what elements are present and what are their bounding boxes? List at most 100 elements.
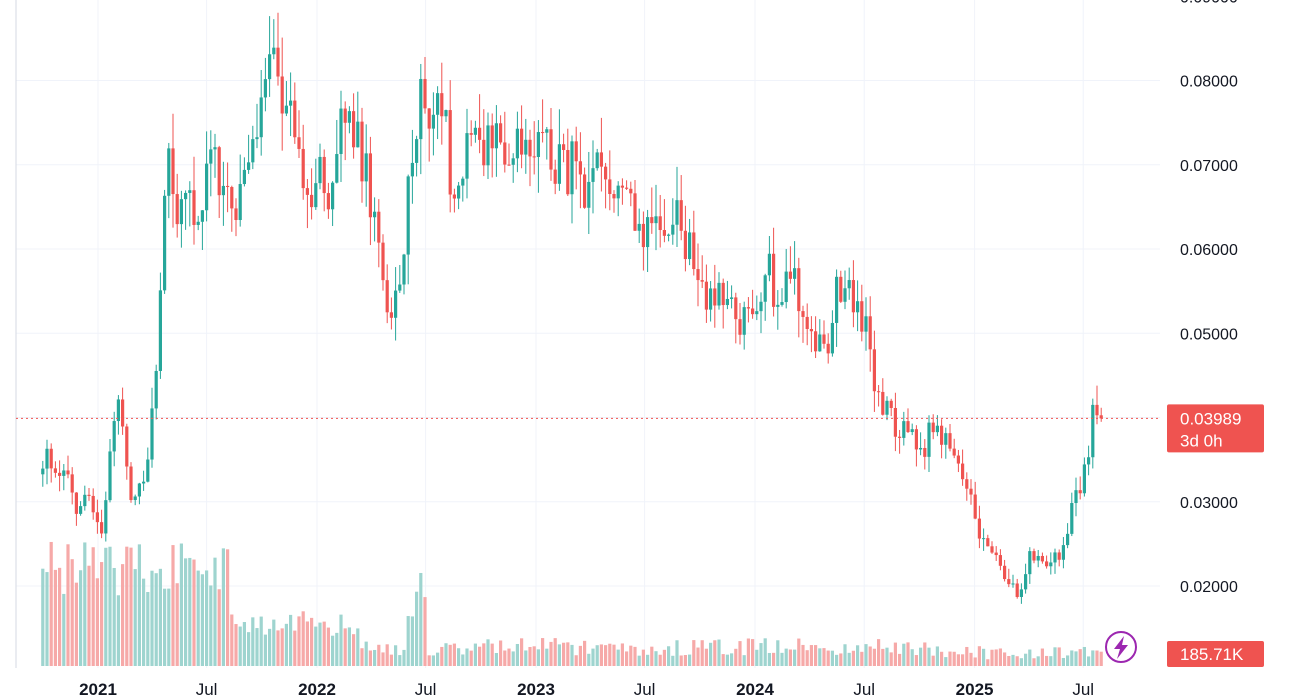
volume-bar: [914, 655, 918, 666]
volume-bar: [293, 630, 297, 666]
candle-body: [717, 282, 721, 306]
volume-bar: [448, 644, 452, 666]
volume-bar: [520, 638, 524, 666]
volume-bar: [679, 655, 683, 666]
candle-body: [566, 150, 570, 195]
candle-body: [856, 301, 860, 313]
candle-body: [45, 448, 49, 469]
volume-bar: [772, 652, 776, 666]
volume-bar: [452, 643, 456, 666]
candle-body: [650, 217, 654, 224]
time-axis[interactable]: 2021 Jul 2022 Jul 2023 Jul 2024 Jul 2025 Jul: [79, 680, 1094, 699]
candle-body: [994, 552, 998, 556]
volume-bar: [444, 643, 448, 666]
candle-body: [486, 125, 490, 166]
volume-bar: [221, 548, 225, 666]
volume-bar: [713, 640, 717, 666]
candle-body: [545, 129, 549, 133]
candle-body: [683, 230, 687, 260]
candle-body: [730, 297, 734, 299]
candle-body: [536, 132, 540, 157]
candle-body: [255, 137, 259, 140]
volume-bar: [503, 650, 507, 666]
candle-body: [263, 79, 267, 98]
volume-bar: [620, 643, 624, 666]
volume-bar: [494, 652, 498, 666]
volume-bar: [507, 648, 511, 666]
volume-bar: [410, 616, 414, 666]
volume-bar: [776, 640, 780, 666]
volume-bar: [982, 648, 986, 666]
volume-bar: [822, 648, 826, 666]
volume-bar: [121, 564, 125, 666]
volume-bar: [704, 648, 708, 666]
candle-body: [440, 93, 444, 117]
volume-bar: [1078, 649, 1082, 666]
candle-body: [893, 407, 897, 437]
candle-body: [284, 105, 288, 114]
volume-bar: [545, 648, 549, 666]
candle-body: [221, 185, 225, 196]
volume-bar: [595, 645, 599, 666]
candle-body: [154, 370, 158, 409]
volume-bar: [1011, 654, 1015, 666]
volume-bar: [528, 646, 532, 666]
y-tick-label: 0.09000: [1180, 0, 1238, 6]
volume-bar: [322, 621, 326, 666]
candle-body: [398, 284, 402, 291]
candle-body: [898, 436, 902, 438]
volume-bar: [360, 648, 364, 666]
candle-body: [902, 421, 906, 438]
candle-body: [671, 224, 675, 235]
volume-bar: [284, 623, 288, 666]
volume-bar: [482, 643, 486, 666]
candle-body: [242, 169, 246, 185]
volume-bar: [734, 648, 738, 666]
candle-body: [839, 276, 843, 302]
candle-body: [734, 297, 738, 320]
candle-body: [66, 470, 70, 475]
candle-body: [268, 54, 272, 80]
flash-icon[interactable]: [1105, 631, 1137, 663]
volume-bar: [272, 619, 276, 666]
x-tick-label: 2024: [736, 680, 774, 699]
volume-bar: [574, 655, 578, 666]
candle-body: [129, 466, 133, 501]
volume-bar: [423, 597, 427, 666]
candle-body: [91, 495, 95, 513]
volume-bar: [87, 565, 91, 666]
candle-body: [604, 166, 608, 180]
candle-body: [599, 152, 603, 167]
volume-bar: [931, 655, 935, 666]
y-tick-label: 0.08000: [1180, 74, 1238, 91]
price-axis[interactable]: 0.020000.030000.040000.050000.060000.070…: [1180, 0, 1238, 596]
candle-body: [381, 242, 385, 281]
volume-bar: [814, 645, 818, 666]
volume-bar: [419, 572, 423, 666]
volume-bar: [637, 655, 641, 666]
volume-bar: [818, 648, 822, 666]
volume-bar: [721, 654, 725, 666]
volume-bar: [280, 628, 284, 666]
candle-body: [822, 334, 826, 344]
candle-body: [1007, 579, 1011, 585]
volume-bar: [352, 634, 356, 666]
volume-bar: [259, 616, 263, 666]
candle-body: [457, 185, 461, 199]
candle-body: [713, 288, 717, 306]
candle-body: [629, 188, 633, 194]
volume-bar: [889, 652, 893, 666]
volume-bar: [415, 591, 419, 666]
volume-bar: [108, 546, 112, 666]
volume-bar: [133, 569, 137, 666]
volume-bar: [952, 651, 956, 666]
volume-bar: [738, 641, 742, 666]
volume-bar: [112, 567, 116, 666]
candle-body: [347, 111, 351, 123]
candle-body: [402, 254, 406, 285]
candle-body: [776, 304, 780, 307]
candle-body: [977, 518, 981, 539]
volume-bar: [125, 546, 129, 666]
candle-body: [520, 128, 524, 155]
